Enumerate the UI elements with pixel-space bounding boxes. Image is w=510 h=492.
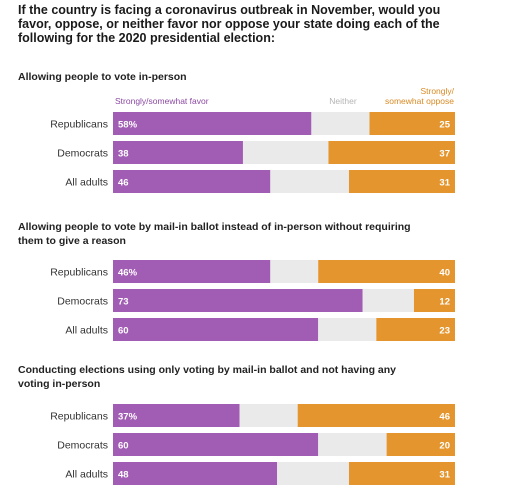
bar-row-republicans: Republicans 46% 40 — [50, 260, 455, 283]
category-label: All adults — [65, 177, 108, 189]
bar-segment-neither — [318, 318, 377, 341]
legend-oppose-label-line-2: somewhat oppose — [385, 96, 454, 106]
bar-segment-neither — [239, 404, 298, 427]
bar-segment-favor — [113, 112, 312, 135]
bar-segment-neither — [362, 289, 414, 312]
panel-vote-in-person: Allowing people to vote in-person Republ… — [18, 71, 455, 193]
bar-segment-favor — [113, 260, 271, 283]
legend-neither-label: Neither — [329, 96, 357, 106]
data-label-favor: 46% — [118, 268, 138, 279]
panel-title-line-2: them to give a reason — [18, 235, 126, 247]
category-label: Republicans — [50, 267, 108, 279]
panel-rows: Republicans 46% 40 Democrats 73 12 All adults 6… — [50, 260, 455, 341]
bar-segment-neither — [270, 170, 349, 193]
data-label-oppose: 31 — [439, 470, 450, 481]
bar-segment-neither — [242, 141, 329, 164]
category-label: Democrats — [57, 296, 108, 308]
bar-segment-favor — [113, 404, 240, 427]
bar-row-all-adults: All adults 48 31 — [65, 462, 455, 485]
data-label-oppose: 31 — [439, 178, 450, 189]
title-line-2: favor, oppose, or neither favor nor oppo… — [18, 17, 440, 31]
bar-segment-favor — [113, 289, 363, 312]
bar-segment-neither — [270, 260, 319, 283]
data-label-favor: 48 — [118, 470, 129, 481]
legend-oppose-label-line-1: Strongly/ — [420, 86, 454, 96]
data-label-oppose: 12 — [439, 297, 450, 308]
bar-row-republicans: Republicans 37% 46 — [50, 404, 455, 427]
bar-row-democrats: Democrats 60 20 — [57, 433, 455, 456]
data-label-oppose: 23 — [439, 326, 450, 337]
title-line-3: following for the 2020 presidential elec… — [18, 31, 275, 45]
data-label-oppose: 20 — [439, 441, 450, 452]
category-label: Democrats — [57, 440, 108, 452]
bar-segment-oppose — [369, 112, 455, 135]
bar-segment-favor — [113, 433, 319, 456]
data-label-favor: 73 — [118, 297, 129, 308]
panel-mail-in-only: Conducting elections using only voting b… — [18, 364, 455, 485]
bar-segment-neither — [311, 112, 370, 135]
title-line-1: If the country is facing a coronavirus o… — [18, 3, 440, 17]
panel-title-line-2: voting in-person — [18, 378, 100, 390]
bar-segment-favor — [113, 141, 243, 164]
bar-segment-oppose — [348, 170, 455, 193]
bar-segment-neither — [277, 462, 349, 485]
data-label-favor: 38 — [118, 149, 129, 160]
bar-row-republicans: Republicans 58% 25 — [50, 112, 455, 135]
bar-row-all-adults: All adults 46 31 — [65, 170, 455, 193]
bar-segment-favor — [113, 318, 319, 341]
bar-row-democrats: Democrats 38 37 — [57, 141, 455, 164]
data-label-favor: 58% — [118, 120, 138, 131]
data-label-favor: 37% — [118, 412, 138, 423]
data-label-oppose: 40 — [439, 268, 450, 279]
chart-title: If the country is facing a coronavirus o… — [18, 3, 440, 45]
bar-segment-oppose — [328, 141, 455, 164]
data-label-favor: 46 — [118, 178, 129, 189]
bar-segment-neither — [318, 433, 387, 456]
panel-title-line-1: Allowing people to vote by mail-in ballo… — [18, 221, 411, 233]
panel-title-line-1: Conducting elections using only voting b… — [18, 364, 396, 376]
data-label-oppose: 37 — [439, 149, 450, 160]
bar-segment-favor — [113, 462, 278, 485]
bar-segment-oppose — [348, 462, 455, 485]
legend-favor-label: Strongly/somewhat favor — [115, 96, 209, 106]
bar-row-all-adults: All adults 60 23 — [65, 318, 455, 341]
bar-segment-oppose — [376, 318, 455, 341]
legend-header: Strongly/somewhat favor Neither Strongly… — [115, 86, 455, 106]
bar-segment-oppose — [318, 260, 455, 283]
bar-segment-oppose — [413, 289, 455, 312]
category-label: Democrats — [57, 148, 108, 160]
panel-title-line-1: Allowing people to vote in-person — [18, 71, 187, 83]
panel-mail-in-without-reason: Allowing people to vote by mail-in ballo… — [18, 221, 455, 341]
category-label: Republicans — [50, 119, 108, 131]
category-label: Republicans — [50, 411, 108, 423]
category-label: All adults — [65, 325, 108, 337]
data-label-oppose: 25 — [439, 120, 450, 131]
bar-segment-oppose — [297, 404, 455, 427]
data-label-favor: 60 — [118, 441, 129, 452]
panel-rows: Republicans 58% 25 Democrats 38 37 All adults 4… — [50, 112, 455, 193]
bar-segment-oppose — [386, 433, 455, 456]
category-label: All adults — [65, 469, 108, 481]
bar-row-democrats: Democrats 73 12 — [57, 289, 455, 312]
data-label-oppose: 46 — [439, 412, 450, 423]
bar-segment-favor — [113, 170, 271, 193]
panel-rows: Republicans 37% 46 Democrats 60 20 All adults 4… — [50, 404, 455, 485]
data-label-favor: 60 — [118, 326, 129, 337]
